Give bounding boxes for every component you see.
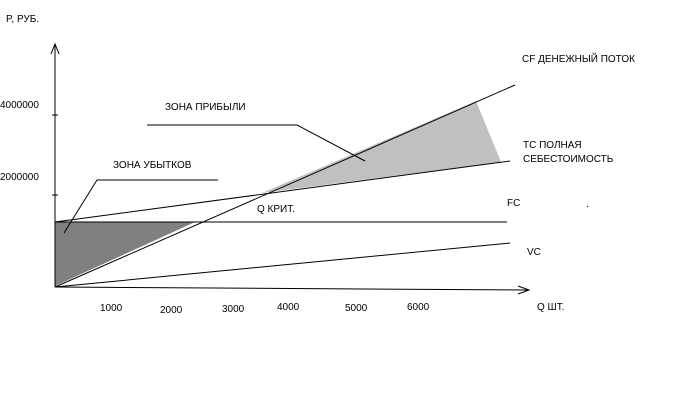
tc-label-line1: TC ПОЛНАЯ: [523, 140, 582, 151]
cf-label: CF ДЕНЕЖНЫЙ ПОТОК: [522, 52, 635, 65]
cf-line: [54, 84, 516, 288]
x-tick-label-5000: 5000: [345, 303, 368, 314]
y-axis-arrow: [50, 42, 60, 55]
y-tick-label-4000000: 4000000: [0, 100, 39, 111]
x-axis-label: Q ШТ.: [537, 302, 565, 313]
x-tick-label-3000: 3000: [222, 304, 245, 315]
loss-zone-pointer: [63, 179, 98, 234]
profit-zone-area: [262, 101, 501, 193]
profit-zone-pointer: [296, 124, 366, 162]
fc-label: FC: [507, 198, 520, 209]
x-tick-label-6000: 6000: [407, 302, 430, 313]
profit-zone-label: ЗОНА ПРИБЫЛИ: [165, 102, 246, 113]
y-tick-label-2000000: 2000000: [0, 172, 39, 183]
x-tick-label-4000: 4000: [277, 302, 300, 313]
x-tick-label-1000: 1000: [100, 303, 123, 314]
stray-dot: .: [586, 199, 589, 210]
x-axis-arrow: [517, 285, 531, 295]
q-crit-label: Q КРИТ.: [257, 204, 295, 215]
tc-label-line2: СЕБЕСТОИМОСТЬ: [523, 154, 614, 165]
loss-zone-area: [55, 222, 195, 286]
vc-label: VC: [527, 247, 541, 258]
tc-line: [54, 160, 511, 223]
loss-zone-label: ЗОНА УБЫТКОВ: [113, 160, 192, 171]
y-axis-label: P, РУБ.: [6, 14, 39, 25]
x-tick-label-2000: 2000: [160, 305, 183, 316]
x-axis: [54, 286, 529, 291]
vc-line: [54, 242, 511, 288]
